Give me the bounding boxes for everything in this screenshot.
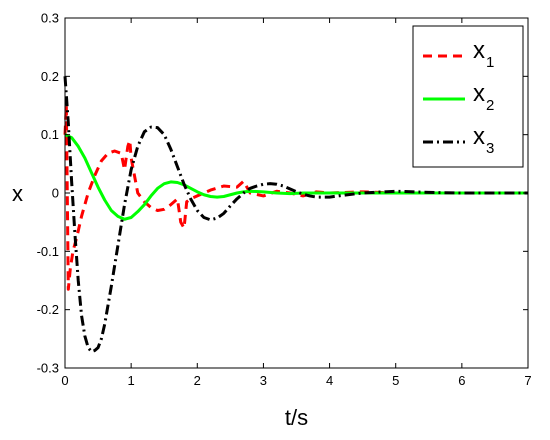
y-axis-label: x [12, 181, 23, 206]
y-tick-label: -0.2 [37, 302, 59, 317]
y-tick-label: -0.3 [37, 361, 59, 376]
y-tick-label: -0.1 [37, 244, 59, 259]
x-tick-label: 0 [61, 373, 68, 388]
x-axis-label: t/s [285, 405, 308, 430]
y-tick-label: 0.1 [41, 127, 59, 142]
y-tick-label: 0 [52, 186, 59, 201]
series-layer [63, 76, 528, 354]
x-tick-label: 5 [392, 373, 399, 388]
series-line-2 [64, 133, 528, 221]
x-tick-label: 6 [458, 373, 465, 388]
x-tick-label: 3 [260, 373, 267, 388]
y-tick-label: 0.2 [41, 69, 59, 84]
x-tick-label: 4 [326, 373, 333, 388]
axes-layer: 0 1 2 3 4 5 6 7 -0.3 -0.2 -0.1 0 0.1 0.2 0.3 [37, 11, 532, 389]
x-tick-label: 2 [194, 373, 201, 388]
legend-box [412, 25, 524, 168]
series-line-1 [63, 104, 528, 291]
x-tick-label: 7 [524, 373, 531, 388]
legend-subscript-1: 1 [486, 54, 494, 71]
y-tick-label: 0.3 [41, 11, 59, 26]
x-tick-label: 1 [128, 373, 135, 388]
series-line-3 [63, 76, 528, 354]
legend-subscript-3: 3 [486, 140, 494, 157]
legend-subscript-2: 2 [486, 97, 494, 114]
